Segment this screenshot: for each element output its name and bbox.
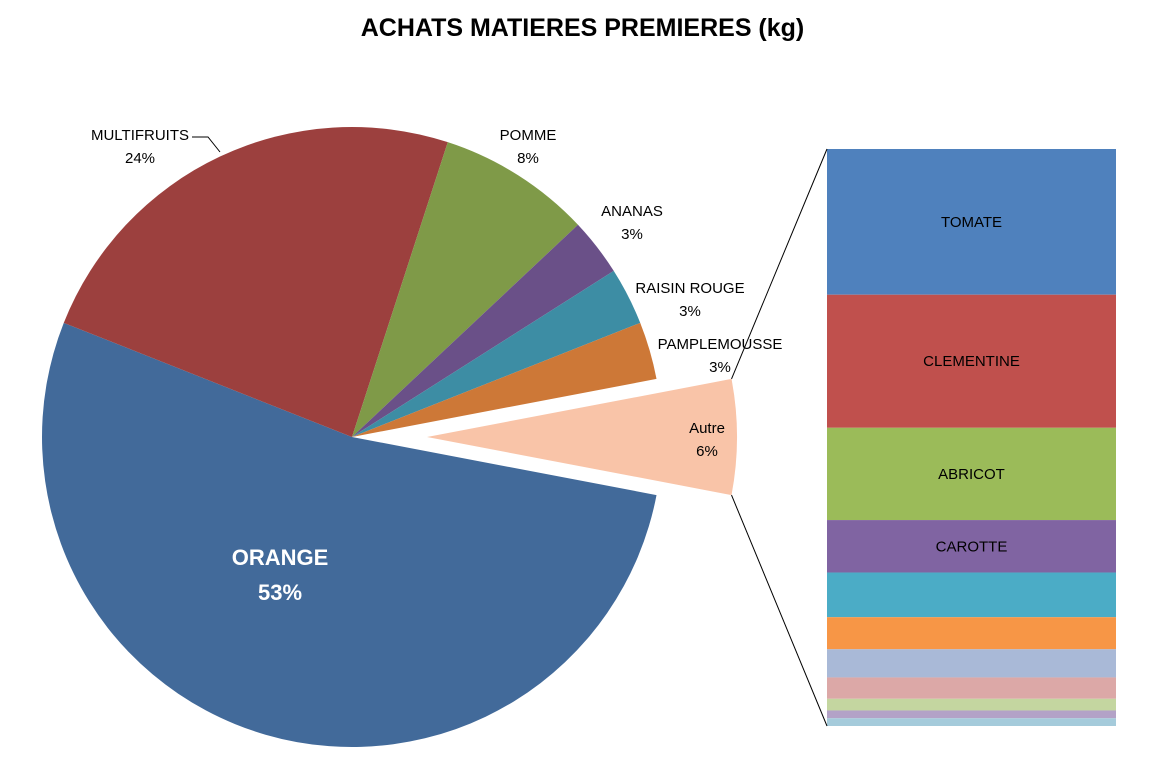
pie-slice-ananas (352, 224, 614, 437)
slice-label-pamplemousse: PAMPLEMOUSSE (658, 336, 783, 353)
bar-segment-segment-5 (827, 572, 1116, 618)
bar-segment-segment-8 (827, 677, 1116, 699)
leader-line-multifruits (192, 136, 221, 153)
slice-percent-multifruits: 24% (125, 150, 155, 167)
pie-slice-autre (427, 378, 738, 496)
bar-segment-segment-9 (827, 698, 1116, 711)
slice-percent-ananas: 3% (621, 226, 643, 243)
slice-percent-orange: 53% (258, 580, 302, 605)
bar-segment-segment-10 (827, 710, 1116, 719)
bar-segment-segment-6 (827, 617, 1116, 650)
slice-label-multifruits: MULTIFRUITS (91, 127, 189, 144)
connector-line-top (731, 148, 828, 380)
slice-percent-raisin-rouge: 3% (679, 303, 701, 320)
bar-label-clementine: CLEMENTINE (923, 353, 1020, 370)
bar-segment-tomate (827, 149, 1116, 295)
bar-segment-carotte (827, 520, 1116, 573)
slice-label-raisin-rouge: RAISIN ROUGE (635, 280, 744, 297)
slice-label-ananas: ANANAS (601, 203, 663, 220)
bar-label-abricot: ABRICOT (938, 466, 1005, 483)
bar-segment-abricot (827, 427, 1116, 521)
slice-label-autre: Autre (689, 420, 725, 437)
pie-slice-pomme (352, 142, 578, 437)
bar-label-carotte: CAROTTE (936, 538, 1008, 555)
slice-percent-autre: 6% (696, 443, 718, 460)
pie-slice-pamplemousse (352, 322, 657, 437)
bar-segment-segment-11 (827, 718, 1116, 726)
slice-percent-pamplemousse: 3% (709, 359, 731, 376)
bar-segment-clementine (827, 294, 1116, 428)
slice-label-orange: ORANGE (232, 545, 329, 570)
slice-percent-pomme: 8% (517, 150, 539, 167)
pie-slice-raisin-rouge (352, 270, 641, 437)
pie-slice-orange (42, 322, 657, 747)
slice-label-pomme: POMME (500, 127, 557, 144)
pie-slice-multifruits (63, 127, 448, 438)
connector-line-bottom (731, 494, 828, 727)
chart-title: ACHATS MATIERES PREMIERES (kg) (360, 14, 805, 42)
bar-segment-segment-7 (827, 649, 1116, 678)
bar-label-tomate: TOMATE (941, 214, 1002, 231)
